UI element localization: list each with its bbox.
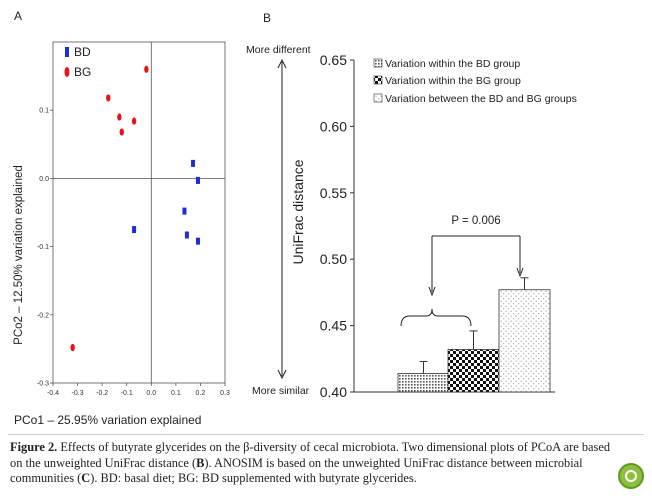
bd-sample-point	[195, 237, 200, 245]
figure-canvas: A B -0.4 -0.3 -0.2 -0.1 0.0 0.1 0.2 0.30.10.0-0…	[13, 9, 577, 427]
caption-separator	[8, 434, 644, 435]
bar-2	[447, 349, 500, 393]
legend-within-bd: Variation within the BD group	[385, 58, 520, 70]
pcoa-y-tick-label: -0.3	[37, 381, 49, 388]
unifrac-bar-chart: 0.65 0.60 0.55 0.50 0.45 0.40 UniFrac distanc…	[246, 44, 577, 400]
bar-y-tick-label: 0.65	[320, 52, 347, 68]
legend-bg-marker	[64, 67, 70, 77]
caption-text-1: Effects of butyrate glycerides on the β-…	[10, 440, 611, 470]
pcoa-ticks: -0.4 -0.3 -0.2 -0.1 0.0 0.1 0.2 0.3 0.1 0.0 -0.1 -0…	[37, 42, 230, 397]
p-value-annotation: P = 0.006	[451, 215, 500, 227]
pcoa-y-tick-label: 0.1	[39, 108, 49, 115]
bd-sample-point	[184, 231, 189, 239]
pcoa-x-tick-label: -0.1	[121, 390, 133, 397]
pcoa-y-tick-label: -0.1	[37, 244, 49, 251]
pcoa-y-tick-label: -0.2	[37, 312, 49, 319]
pcoa-x-tick-label: 0.3	[220, 390, 230, 397]
caption-bold-c: C	[81, 471, 91, 486]
bd-sample-point	[191, 159, 196, 167]
bar-y-tick-label: 0.40	[320, 384, 347, 400]
bg-sample-point	[70, 343, 75, 352]
pcoa-scatter-plot: -0.4 -0.3 -0.2 -0.1 0.0 0.1 0.2 0.3 0.1 0.0 -0.1 -0…	[13, 41, 230, 427]
panel-label-b: B	[263, 11, 271, 25]
bar-y-tick-label: 0.60	[320, 118, 347, 134]
legend-between: Variation between the BD and BG groups	[385, 93, 577, 105]
bar-y-tick-label: 0.55	[320, 185, 347, 201]
journal-logo-icon	[618, 463, 644, 489]
bar-series	[397, 277, 551, 393]
pcoa-x-tick-label: -0.3	[72, 390, 84, 397]
bg-sample-point	[144, 65, 149, 73]
arrow-down-head	[277, 369, 287, 380]
arrow-up-head	[277, 58, 287, 69]
pcoa-x-tick-label: 0.1	[171, 390, 181, 397]
caption-text-2: ). ANOSIM is based on the unweighted Uni…	[10, 455, 583, 486]
pcoa-x-tick-label: -0.4	[47, 390, 59, 397]
pcoa-points	[70, 65, 200, 352]
bar-1	[397, 373, 450, 393]
pcoa-x-tick-label: 0.0	[146, 390, 156, 397]
figure-caption: Figure 2. Effects of butyrate glycerides…	[10, 440, 622, 487]
significance-bracket: P = 0.006	[400, 215, 524, 327]
legend-bd-swatch	[373, 58, 383, 68]
bar-3	[498, 289, 551, 393]
bg-sample-point	[131, 117, 137, 125]
pcoa-y-axis-label: PCo2 – 12.50% variation explained	[13, 165, 25, 345]
bd-sample-point	[132, 226, 137, 234]
caption-text-3: ). BD: basal diet; BG: BD supplemented w…	[90, 471, 417, 486]
caption-bold-b: B	[196, 455, 205, 470]
pcoa-x-tick-label: -0.2	[96, 390, 108, 397]
legend-bg-swatch	[373, 75, 383, 85]
legend-between-swatch	[373, 93, 383, 103]
bar-y-tick-label: 0.45	[320, 318, 347, 334]
bd-sample-point	[195, 176, 200, 184]
bar-y-axis-label: UniFrac distance	[290, 159, 306, 264]
bd-sample-point	[182, 207, 187, 215]
bg-sample-point	[117, 113, 122, 121]
figure-label: Figure 2.	[10, 440, 58, 454]
bar-ticks: 0.65 0.60 0.55 0.50 0.45 0.40	[320, 52, 354, 400]
pcoa-x-axis-label: PCo1 – 25.95% variation explained	[14, 413, 201, 427]
bg-sample-point	[119, 128, 125, 136]
panel-label-a: A	[14, 9, 22, 23]
legend-bd-marker	[65, 47, 69, 57]
legend-within-bg: Variation within the BG group	[385, 75, 521, 87]
arrow-top-label: More different	[246, 44, 311, 56]
arrow-bottom-label: More similar	[252, 385, 310, 397]
legend-bg-label: BG	[74, 65, 91, 79]
bg-sample-point	[106, 94, 111, 102]
legend-bd-label: BD	[74, 45, 91, 59]
pcoa-y-tick-label: 0.0	[39, 176, 49, 183]
pcoa-x-tick-label: 0.2	[196, 390, 206, 397]
bar-y-tick-label: 0.50	[320, 251, 347, 267]
pcoa-plot-frame	[52, 41, 226, 384]
bar-legend: Variation within the BD group Variation …	[373, 58, 577, 105]
